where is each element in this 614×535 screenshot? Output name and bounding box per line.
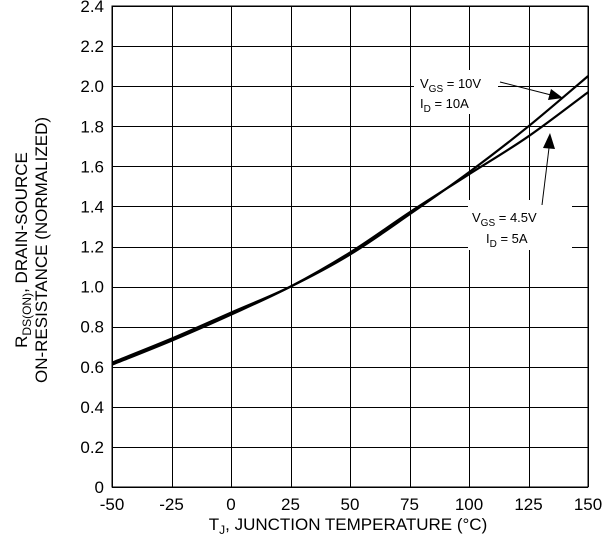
x-tick-label: -25 [159, 495, 184, 514]
y-tick-label: 2.0 [80, 77, 104, 96]
y-tick-label: 1.4 [80, 197, 104, 216]
y-axis-title-line-2: ON-RESISTANCE (NORMALIZED) [32, 117, 51, 383]
x-tick-label: 125 [514, 495, 542, 514]
y-tick-label: 1.0 [80, 278, 104, 297]
y-tick-label: 1.8 [80, 117, 104, 136]
y-tick-label: 0.6 [80, 358, 104, 377]
x-tick-label: 150 [574, 495, 602, 514]
annotation-series-1: VGS = 10V ID = 10A [414, 70, 563, 115]
y-axis-title-line-1: RDS(ON), DRAIN-SOURCE [12, 152, 34, 348]
y-tick-label: 2.4 [80, 0, 104, 16]
y-tick-label: 1.2 [80, 238, 104, 257]
annotation-2-arrow-line [542, 148, 549, 205]
y-tick-label: 0.4 [80, 398, 104, 417]
y-tick-label: 1.6 [80, 157, 104, 176]
x-tick-label: -50 [100, 495, 125, 514]
annotation-1-arrow-line [500, 82, 555, 96]
x-tick-label: 75 [400, 495, 419, 514]
y-tick-label: 2.2 [80, 37, 104, 56]
x-tick-label: 100 [455, 495, 483, 514]
x-axis-title: TJ, JUNCTION TEMPERATURE (°C) [209, 515, 488, 535]
y-tick-label: 0.2 [80, 438, 104, 457]
annotation-2-arrow-head [543, 133, 555, 149]
x-tick-label: 25 [281, 495, 300, 514]
x-tick-label: 0 [226, 495, 235, 514]
y-tick-label: 0 [95, 478, 104, 497]
y-tick-label: 0.8 [80, 318, 104, 337]
x-tick-label: 50 [341, 495, 360, 514]
annotation-series-2: VGS = 4.5V ID = 5A [468, 133, 572, 250]
